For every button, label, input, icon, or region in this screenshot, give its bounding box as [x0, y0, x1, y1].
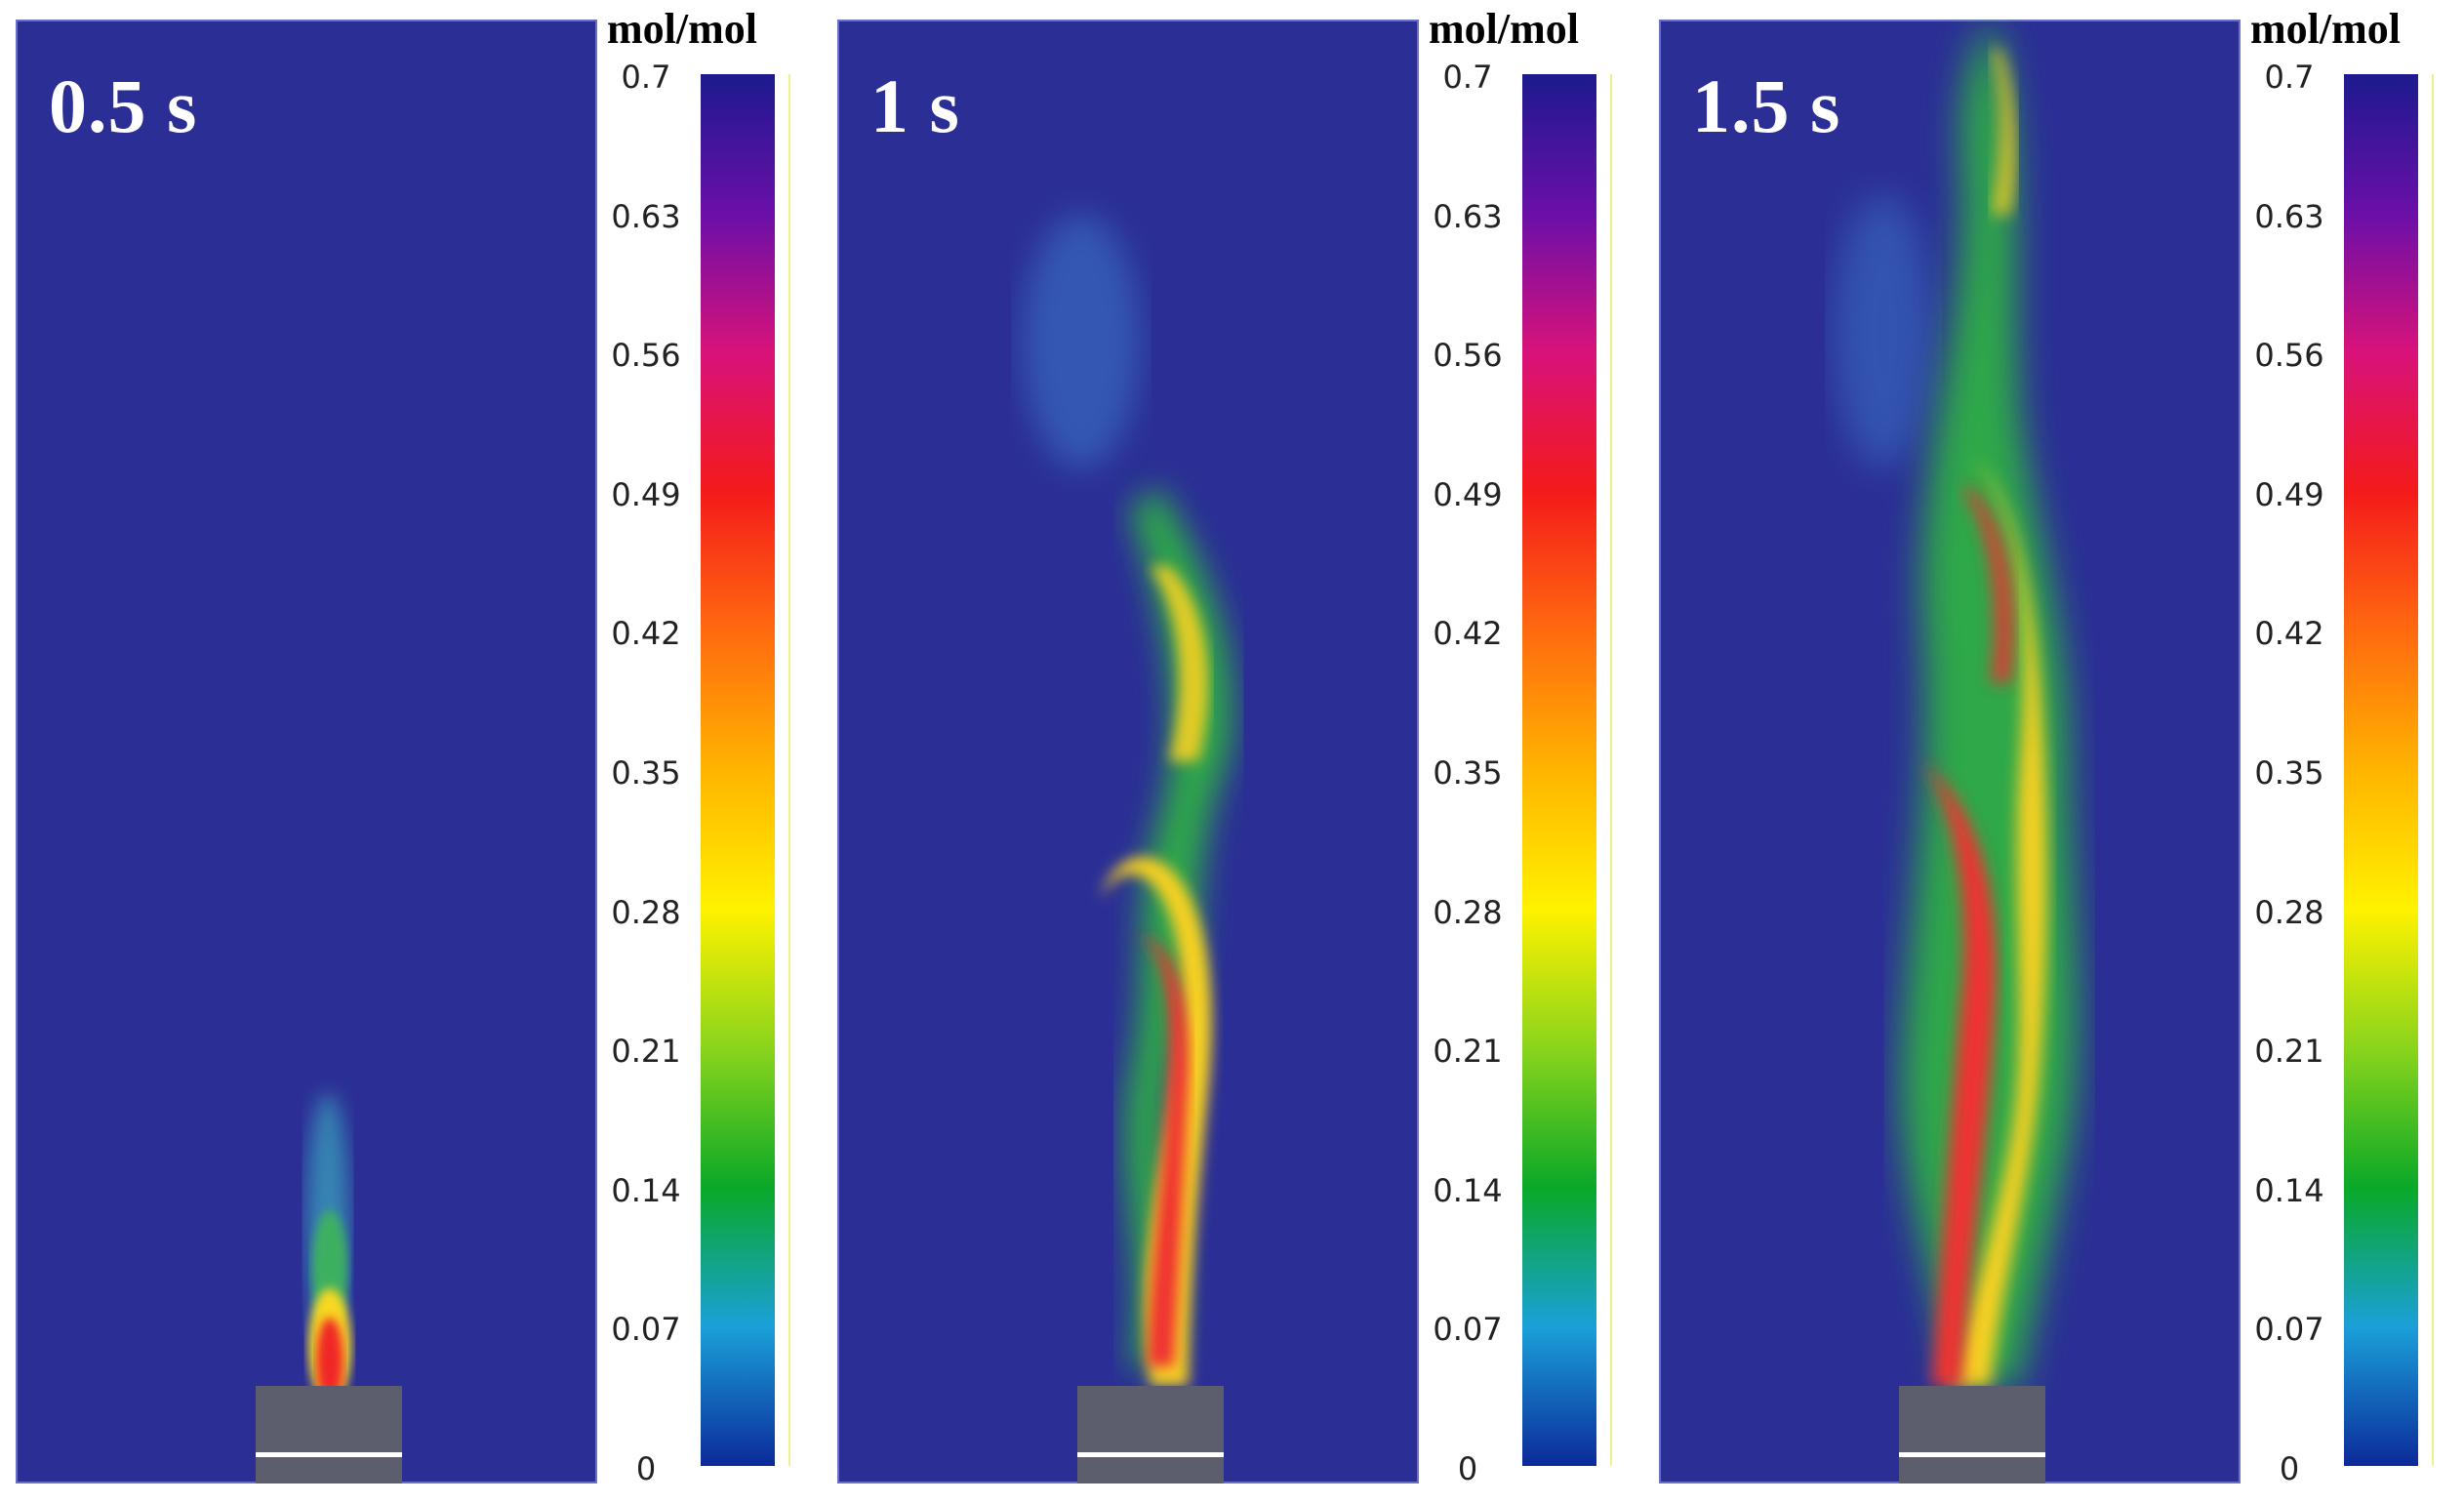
time-label: 0.5 s: [49, 63, 198, 148]
colorbar-tick-label: 0.49: [1433, 475, 1503, 513]
plume-image: [16, 20, 597, 1484]
colorbar-tick-label: 0.56: [2254, 337, 2324, 375]
nozzle: [1077, 1386, 1224, 1484]
colorbar-tick-label: 0.14: [611, 1171, 681, 1209]
colorbar-tick-label: 0.63: [1433, 197, 1503, 235]
colorbar-tick-label: 0.14: [2254, 1171, 2324, 1209]
nozzle: [256, 1386, 402, 1484]
colorbar-tick-label: 0.35: [611, 754, 681, 792]
plume-image: [1659, 20, 2241, 1484]
colorbar-tick-label: 0.63: [611, 197, 681, 235]
colorbar-tick-label: 0.42: [611, 615, 681, 653]
colorbar-tick-label: 0.21: [2254, 1033, 2324, 1071]
time-label: 1.5 s: [1692, 63, 1841, 148]
colorbar-unit: mol/mol: [2250, 5, 2401, 53]
colorbar-unit: mol/mol: [607, 5, 757, 53]
colorbar-tick-label: 0.21: [611, 1033, 681, 1071]
panel-1s: 1 s mol/mol 0.7 0.63 0.56 0.49 0.42 0.35 0.28 0…: [822, 0, 1641, 1504]
colorbar-tick-label: 0.49: [611, 475, 681, 513]
colorbar: [2344, 74, 2418, 1466]
colorbar-tick-label: 0.28: [2254, 893, 2324, 931]
colorbar-tick-label: 0.7: [1442, 59, 1493, 96]
colorbar-tick-label: 0.7: [2264, 59, 2315, 96]
nozzle: [1899, 1386, 2045, 1484]
colorbar-tick-label: 0.49: [2254, 475, 2324, 513]
colorbar-tick-label: 0.07: [611, 1311, 681, 1349]
colorbar: [1522, 74, 1596, 1466]
colorbar-tick-label: 0.35: [2254, 754, 2324, 792]
colorbar-tick-label: 0.63: [2254, 197, 2324, 235]
colorbar-tick-label: 0.07: [2254, 1311, 2324, 1349]
colorbar-tick-label: 0.35: [1433, 754, 1503, 792]
colorbar-tick-label: 0: [2279, 1450, 2300, 1487]
colorbar-tick-label: 0.28: [1433, 893, 1503, 931]
simulation-view: 0.5 s: [16, 20, 597, 1484]
colorbar: [701, 74, 775, 1466]
colorbar-tick-label: 0.21: [1433, 1033, 1503, 1071]
colorbar-tick-label: 0.56: [1433, 337, 1503, 375]
panel-0-5s: 0.5 s mol/mol 0.7 0.63 0.56 0.49 0.42 0.35 0.2…: [0, 0, 820, 1504]
colorbar-tick-label: 0: [635, 1450, 657, 1487]
colorbar-tick-label: 0.7: [621, 59, 671, 96]
simulation-view: 1.5 s: [1659, 20, 2241, 1484]
colorbar-tick-label: 0.28: [611, 893, 681, 931]
panel-1-5s: 1.5 s mol/mol 0.7 0.63 0.56 0.49 0.42 0.35 0.2…: [1643, 0, 2463, 1504]
colorbar-tick-label: 0.42: [2254, 615, 2324, 653]
plume-image: [837, 20, 1419, 1484]
time-label: 1 s: [870, 63, 960, 148]
simulation-view: 1 s: [837, 20, 1419, 1484]
colorbar-tick-label: 0.56: [611, 337, 681, 375]
colorbar-tick-label: 0.42: [1433, 615, 1503, 653]
colorbar-tick-label: 0: [1457, 1450, 1478, 1487]
colorbar-unit: mol/mol: [1429, 5, 1579, 53]
colorbar-tick-label: 0.14: [1433, 1171, 1503, 1209]
colorbar-tick-label: 0.07: [1433, 1311, 1503, 1349]
